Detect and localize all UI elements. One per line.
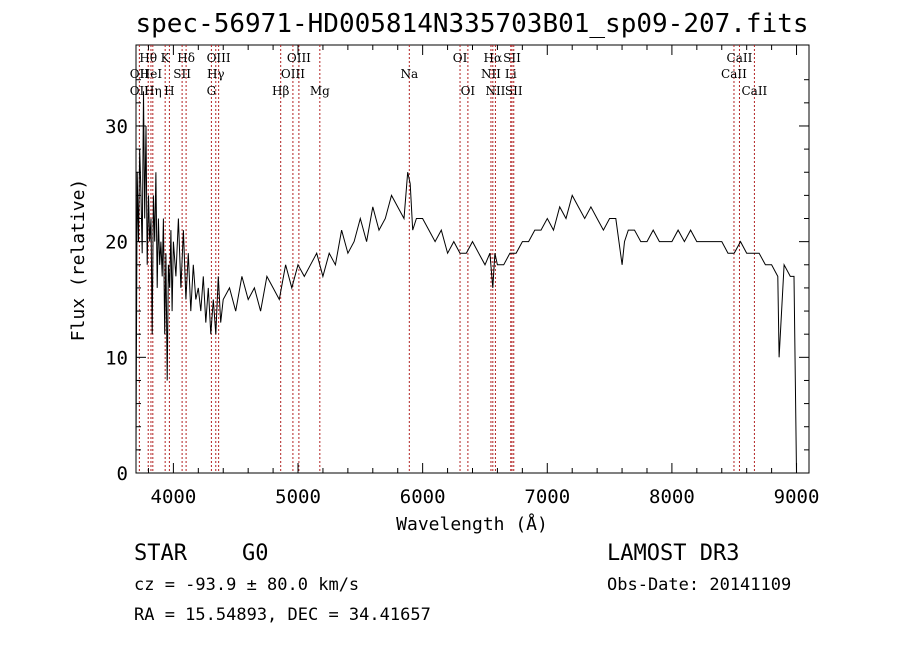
spectral-line-label: NII [481, 67, 501, 81]
spectrum-line [135, 91, 797, 474]
spectral-line-label: OI [453, 51, 468, 65]
spectral-line-label: Na [400, 67, 418, 81]
spectral-line-label: Hθ [139, 51, 157, 65]
spectral-line-label: OIII [287, 51, 311, 65]
spectral-line-label: OIII [281, 67, 305, 81]
spectral-line-label: OI [461, 84, 476, 98]
spectral-line-label: OII [130, 67, 150, 81]
y-tick-label: 10 [105, 347, 128, 369]
redshift-velocity: cz = -93.9 ± 80.0 km/s [134, 575, 359, 595]
spectral-line-label: Hδ [177, 51, 195, 65]
spectral-line-label: HeI [140, 67, 163, 81]
spectral-line-label: OII [130, 84, 150, 98]
spectral-line-label: Hα [484, 51, 503, 65]
spectral-line-label: Mg [310, 84, 330, 98]
x-tick-label: 9000 [774, 486, 820, 508]
spectral-line-label: K [161, 51, 171, 65]
y-tick-label: 30 [105, 116, 128, 138]
spectral-line-label: CaII [721, 67, 747, 81]
spectral-line-label: Hβ [272, 84, 289, 98]
x-tick-label: 5000 [275, 486, 321, 508]
spectral-line-label: G [207, 84, 217, 98]
y-tick-label: 0 [117, 463, 128, 485]
x-tick-label: 6000 [400, 486, 446, 508]
spectral-line-label: Li [505, 67, 517, 81]
x-tick-label: 7000 [524, 486, 570, 508]
object-class: STAR [134, 541, 188, 566]
spectral-line-label: CaII [741, 84, 767, 98]
y-axis-ticks: 0 10 20 30 [105, 79, 809, 485]
observation-date: Obs-Date: 20141109 [607, 575, 791, 595]
sky-coordinates: RA = 15.54893, DEC = 34.41657 [134, 605, 431, 625]
x-tick-label: 4000 [151, 486, 197, 508]
spectral-line-markers [138, 45, 755, 473]
spectral-line-label: SII [503, 51, 521, 65]
spectral-line-label: SII [505, 84, 523, 98]
survey-name: LAMOST DR3 [607, 541, 739, 566]
x-tick-label: 8000 [649, 486, 695, 508]
y-axis-label: Flux (relative) [68, 179, 89, 342]
spectral-line-label: NII [485, 84, 505, 98]
spectral-line-label: CaII [727, 51, 753, 65]
x-axis-label: Wavelength (Å) [396, 513, 548, 535]
plot-frame [135, 44, 810, 474]
spectral-line-label: Hη [144, 84, 162, 98]
x-axis-ticks: 4000 5000 6000 7000 8000 9000 [147, 45, 820, 508]
spectral-line-label: OIII [207, 51, 231, 65]
y-tick-label: 20 [105, 232, 128, 254]
spectral-line-label: H [164, 84, 174, 98]
chart-title: spec-56971-HD005814N335703B01_sp09-207.f… [135, 9, 808, 39]
object-subclass: G0 [242, 541, 269, 566]
spectral-line-label: Hγ [207, 67, 225, 81]
spectral-line-label: SII [173, 67, 191, 81]
